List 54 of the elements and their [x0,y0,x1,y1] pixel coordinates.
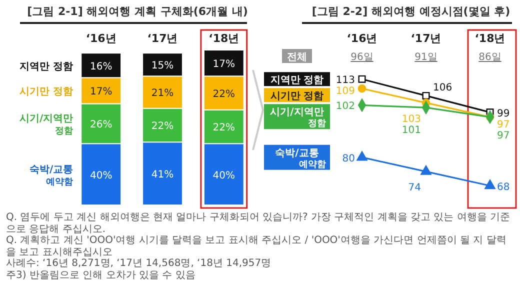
chart-title: [그림 2-1] 해외여행 계획 구체화(6개월 내) [27,5,248,18]
x-tick-label: ‘17년 [410,32,442,45]
data-label: 41% [151,170,174,181]
data-label: 102 [336,101,355,112]
data-label: 15% [151,60,174,72]
point [358,84,366,93]
text: 시기/지역만 정함 [270,107,326,130]
x-tick-label: ‘18년 [474,32,506,45]
chart-title: [그림 2-2] 해외여행 예정시점(몇일 후) [312,5,510,18]
data-label: 22% [212,122,236,134]
text: 시기만 정함 [270,91,324,102]
text: 사례수: ‘16년 8,271명, ‘17년 14,568명, ‘18년 14,957명 [6,258,272,270]
data-label: 99 [497,108,510,120]
data-label: 40% [212,170,236,182]
data-label: 22% [212,88,236,100]
x-tick-label: ‘18년 [208,32,240,45]
data-label: 21% [151,88,174,100]
data-label: 40% [90,170,112,182]
data-label: 106 [433,82,452,94]
data-label: 17% [212,59,236,70]
text: 91일 [414,52,438,63]
point [358,75,366,83]
text: 86일 [478,52,502,63]
data-label: 101 [402,124,421,136]
data-label: 103 [402,114,421,125]
data-label: 22% [151,121,174,132]
data-label: 17% [90,86,112,98]
text: Q. 계획하고 계신 'OOO'여행 시기를 달력을 보고 표시해 주십시오 / 'OOO'여행을 가신다면 언제쯤이 될 지 달력을 보고 표시해주십시오 [6,235,508,258]
series-label: 시기/지역만 정함 [19,114,74,137]
data-label: 16% [90,61,112,72]
point [420,165,432,175]
series-label: 숙박/교통 예약함 [29,164,74,188]
data-label: 26% [90,120,112,131]
x-tick-label: ‘17년 [147,32,178,45]
text: 전체 [287,52,307,63]
x-tick-label: ‘16년 [346,32,378,45]
text: 주3) 반올림으로 인해 오차가 있을 수 있음 [6,270,196,282]
series-label: 시기만 정함 [20,86,74,98]
text: 숙박/교통 예약함 [275,148,326,170]
data-label: 80 [342,153,355,164]
series-label: 지역만 정함 [20,61,74,72]
text: 96일 [350,52,374,63]
data-label: 97 [497,119,510,130]
data-label: 74 [408,182,421,194]
text: Q. 염두에 두고 계신 해외여행은 현재 얼마나 구체화되어 있습니까? 가장 구체적인 계획을 갖고 있는 여행을 기준으로 응답해 주십시오. [6,212,512,236]
data-label: 113 [336,75,355,86]
point [484,180,496,190]
point [356,151,368,161]
x-tick-label: ‘16년 [86,32,116,45]
data-label: 97 [497,130,510,142]
data-label: 68 [497,182,510,193]
data-label: 109 [336,86,355,98]
point [422,92,430,100]
text: 지역만 정함 [270,75,324,86]
